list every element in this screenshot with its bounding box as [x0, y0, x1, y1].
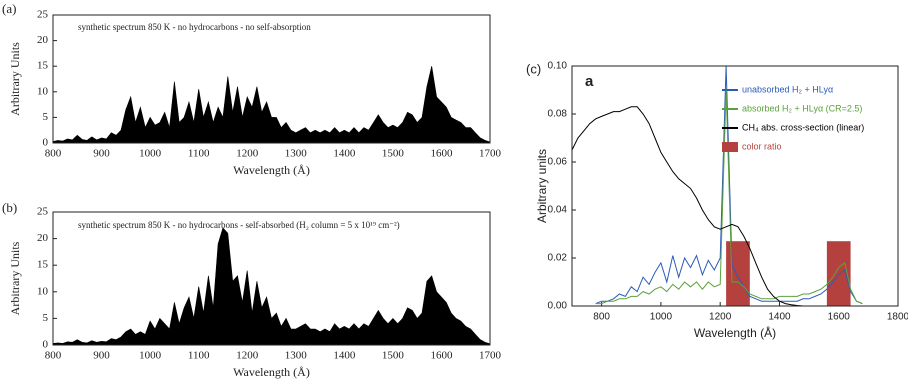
y-tick-label: 20 [37, 34, 49, 46]
y-tick-label: 0.06 [548, 157, 568, 168]
y-tick-label: 5 [43, 111, 49, 123]
x-tick-label: 1300 [285, 350, 308, 362]
x-tick-label: 1000 [139, 148, 162, 160]
x-tick-label: 1600 [828, 312, 851, 323]
y-axis-label: Arbitrary Units [8, 241, 22, 315]
y-tick-label: 15 [37, 259, 49, 271]
x-tick-label: 1700 [479, 350, 502, 362]
y-tick-label: 20 [37, 232, 49, 244]
x-tick-label: 1200 [236, 350, 259, 362]
plot-frame [52, 14, 491, 144]
y-axis-label: Arbitrary Units [8, 42, 22, 116]
x-tick-label: 1400 [768, 312, 791, 323]
panel-label: (c) [526, 61, 541, 76]
panel-b: (b) synthetic spectrum 850 K - no hydroca… [2, 200, 502, 379]
legend-label: color ratio [742, 141, 782, 151]
plot-frame [52, 211, 491, 346]
legend-swatch [722, 142, 738, 152]
x-tick-label: 1500 [382, 148, 405, 160]
plot-frame [571, 65, 899, 307]
y-tick-label: 0.08 [548, 109, 568, 120]
x-tick-label: 800 [593, 312, 610, 323]
x-axis-label: Wavelength (Å) [694, 325, 776, 340]
y-tick-label: 10 [37, 85, 49, 97]
x-tick-label: 1600 [430, 350, 453, 362]
color-ratio-bar [726, 241, 750, 306]
x-tick-label: 800 [45, 350, 62, 362]
x-tick-label: 900 [93, 148, 110, 160]
y-tick-label: 0.04 [548, 205, 568, 216]
legend-label: absorbed H₂ + HLyα (CR=2.5) [742, 103, 862, 113]
spectrum-area [52, 227, 491, 346]
x-tick-label: 800 [45, 148, 62, 160]
x-tick-label: 1500 [382, 350, 405, 362]
x-axis-label: Wavelength (Å) [233, 365, 310, 379]
x-tick-label: 1300 [285, 148, 308, 160]
spectrum-area [52, 66, 491, 144]
x-tick-label: 1600 [430, 148, 453, 160]
panel-label: (b) [2, 200, 17, 215]
y-tick-label: 25 [37, 206, 49, 218]
x-tick-label: 1200 [236, 148, 259, 160]
series-line [595, 89, 863, 305]
y-axis-label: Arbitrary units [535, 149, 549, 223]
panel-c: (c) a 0.00 0.02 0.04 0.06 0.08 0.10 800 1000 1200 1… [526, 61, 908, 341]
x-tick-label: 1100 [188, 148, 210, 160]
subpanel-label: a [585, 73, 594, 90]
x-axis-label: Wavelength (Å) [233, 163, 310, 177]
legend-label: CH₄ abs. cross-section (linear) [742, 122, 864, 132]
y-tick-label: 5 [43, 312, 49, 324]
color-ratio-bar [826, 241, 851, 306]
y-tick-label: 0.02 [548, 253, 568, 264]
x-tick-label: 1400 [333, 350, 356, 362]
y-tick-label: 25 [37, 9, 49, 21]
annotation: synthetic spectrum 850 K - no hydrocarbo… [78, 22, 311, 32]
x-tick-label: 1200 [709, 312, 732, 323]
y-tick-label: 0.10 [548, 61, 568, 72]
panel-a: (a) synthetic spectrum 850 K - no hydroca… [2, 1, 502, 177]
x-tick-label: 1700 [479, 148, 502, 160]
annotation: synthetic spectrum 850 K - no hydrocarbo… [78, 220, 400, 230]
x-tick-label: 1100 [188, 350, 210, 362]
y-tick-label: 0.00 [548, 301, 568, 312]
x-tick-label: 1000 [139, 350, 162, 362]
series-line [595, 65, 863, 305]
x-tick-label: 1400 [333, 148, 356, 160]
x-tick-label: 1000 [650, 312, 673, 323]
y-tick-label: 0 [43, 339, 49, 351]
x-tick-label: 1800 [887, 312, 908, 323]
y-tick-label: 0 [43, 137, 49, 149]
y-tick-label: 10 [37, 285, 49, 297]
x-tick-label: 900 [93, 350, 110, 362]
y-tick-label: 15 [37, 60, 49, 72]
panel-label: (a) [2, 1, 16, 16]
legend-label: unabsorbed H₂ + HLyα [742, 84, 833, 94]
